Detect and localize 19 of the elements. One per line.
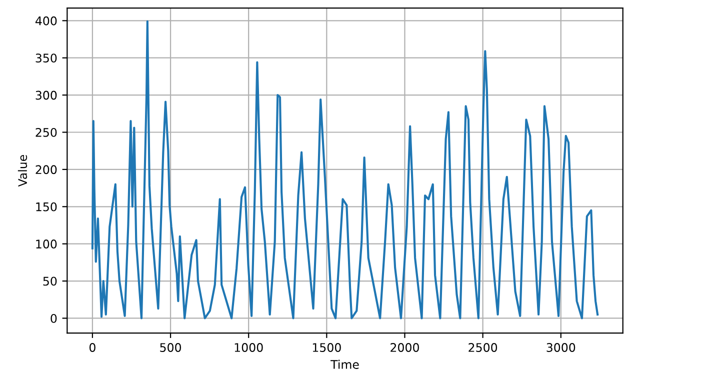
x-tick-label: 2000 xyxy=(390,343,419,352)
y-tick-label: 150 xyxy=(36,202,57,212)
line-series xyxy=(91,20,599,320)
x-tick-label: 0 xyxy=(89,343,96,352)
y-tick-label: 400 xyxy=(35,16,57,26)
y-tick-label: 350 xyxy=(36,54,57,63)
x-tick-label: 1500 xyxy=(312,343,341,352)
x-axis-title: Time xyxy=(330,360,359,369)
x-tick-label: 2500 xyxy=(468,343,498,352)
x-tick-label: 1000 xyxy=(234,343,263,352)
y-axis-title: Value xyxy=(18,154,28,187)
y-tick-label: 300 xyxy=(36,90,57,100)
y-tick-label: 50 xyxy=(43,276,57,286)
y-tick-label: 250 xyxy=(36,128,57,137)
y-tick-label: 100 xyxy=(36,240,57,248)
x-tick-label: 3000 xyxy=(546,343,576,352)
y-tick-label: 0 xyxy=(50,314,57,323)
y-tick-label: 200 xyxy=(36,165,57,174)
x-tick-label: 500 xyxy=(160,343,182,352)
